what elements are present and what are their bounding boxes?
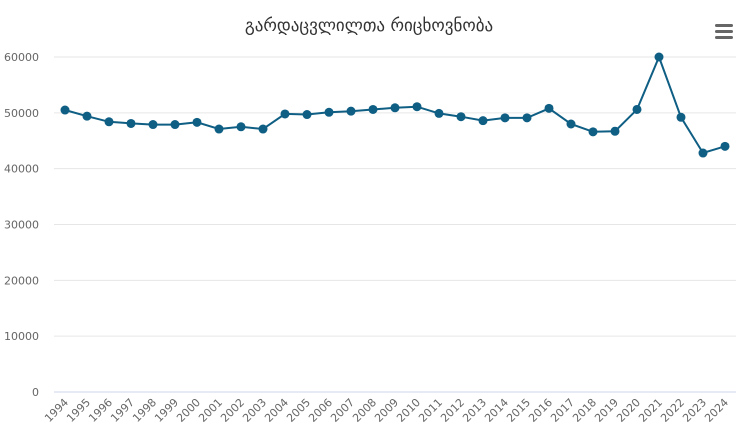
data-point-2005[interactable] [302, 110, 312, 120]
x-tick-label: 2012 [438, 396, 467, 425]
x-tick-label: 1998 [130, 396, 159, 425]
x-tick-label: 2013 [460, 396, 489, 425]
x-tick-label: 1999 [152, 396, 181, 425]
data-point-2000[interactable] [192, 117, 202, 127]
x-tick-label: 2011 [416, 396, 445, 425]
data-point-1996[interactable] [104, 117, 114, 127]
x-tick-label: 2010 [394, 396, 423, 425]
data-point-1994[interactable] [60, 105, 70, 115]
grid-lines [54, 56, 736, 393]
x-tick-label: 2008 [350, 396, 379, 425]
x-tick-label: 2002 [218, 396, 247, 425]
chart-title: გარდაცვლილთა რიცხოვნობა [245, 16, 493, 36]
data-point-2022[interactable] [676, 112, 686, 122]
y-tick-label: 30000 [4, 219, 39, 232]
x-tick-label: 2006 [306, 396, 335, 425]
x-tick-label: 2021 [636, 396, 665, 425]
x-tick-label: 2022 [658, 396, 687, 425]
data-point-2012[interactable] [456, 112, 466, 122]
x-tick-label: 2004 [262, 396, 291, 425]
data-point-2024[interactable] [720, 141, 730, 151]
data-point-1997[interactable] [126, 118, 136, 128]
x-tick-label: 2016 [526, 396, 555, 425]
data-point-2018[interactable] [588, 127, 598, 137]
data-point-2016[interactable] [544, 103, 554, 113]
x-tick-label: 2007 [328, 396, 357, 425]
data-point-2017[interactable] [566, 119, 576, 129]
x-tick-label: 2000 [174, 396, 203, 425]
data-point-2021[interactable] [654, 52, 664, 62]
x-tick-label: 2018 [570, 396, 599, 425]
data-point-1999[interactable] [170, 120, 180, 130]
x-tick-label: 1997 [108, 396, 137, 425]
hamburger-menu-icon [715, 24, 733, 27]
data-point-2011[interactable] [434, 108, 444, 118]
x-tick-label: 1994 [42, 396, 71, 425]
y-axis-labels: 0 10000 20000 30000 40000 50000 60000 [4, 51, 39, 399]
data-point-2023[interactable] [698, 148, 708, 158]
data-point-2003[interactable] [258, 124, 268, 134]
x-tick-label: 2014 [482, 396, 511, 425]
hamburger-menu-icon-bar-3 [715, 36, 733, 39]
data-point-2007[interactable] [346, 106, 356, 116]
hamburger-menu-icon-bar-2 [715, 30, 733, 33]
x-tick-label: 2015 [504, 396, 533, 425]
x-tick-label: 2023 [680, 396, 709, 425]
y-tick-label: 10000 [4, 330, 39, 343]
y-tick-label: 40000 [4, 163, 39, 176]
x-tick-label: 2003 [240, 396, 269, 425]
data-point-2002[interactable] [236, 122, 246, 132]
data-point-1995[interactable] [82, 111, 92, 121]
data-point-2004[interactable] [280, 109, 290, 119]
data-point-2015[interactable] [522, 113, 532, 123]
data-point-2013[interactable] [478, 116, 488, 126]
data-point-2006[interactable] [324, 107, 334, 117]
y-tick-label: 50000 [4, 107, 39, 120]
x-axis-labels: 1994199519961997199819992000200120022003… [42, 396, 731, 425]
data-point-1998[interactable] [148, 120, 158, 130]
data-point-2009[interactable] [390, 103, 400, 113]
x-tick-label: 2020 [614, 396, 643, 425]
data-point-2001[interactable] [214, 124, 224, 134]
x-tick-label: 2019 [592, 396, 621, 425]
x-tick-label: 2009 [372, 396, 401, 425]
data-point-2019[interactable] [610, 126, 620, 136]
series-group [60, 52, 730, 158]
x-tick-label: 2017 [548, 396, 577, 425]
y-tick-label: 60000 [4, 51, 39, 64]
x-tick-label: 2024 [702, 396, 731, 425]
x-tick-label: 2005 [284, 396, 313, 425]
data-point-2014[interactable] [500, 113, 510, 123]
chart-menu-button[interactable] [712, 20, 736, 42]
x-tick-label: 2001 [196, 396, 225, 425]
x-tick-label: 1995 [64, 396, 93, 425]
data-point-2020[interactable] [632, 104, 642, 114]
x-tick-label: 1996 [86, 396, 115, 425]
y-tick-label: 0 [32, 386, 39, 399]
y-tick-label: 20000 [4, 274, 39, 287]
data-point-2008[interactable] [368, 104, 378, 114]
data-point-2010[interactable] [412, 102, 422, 112]
